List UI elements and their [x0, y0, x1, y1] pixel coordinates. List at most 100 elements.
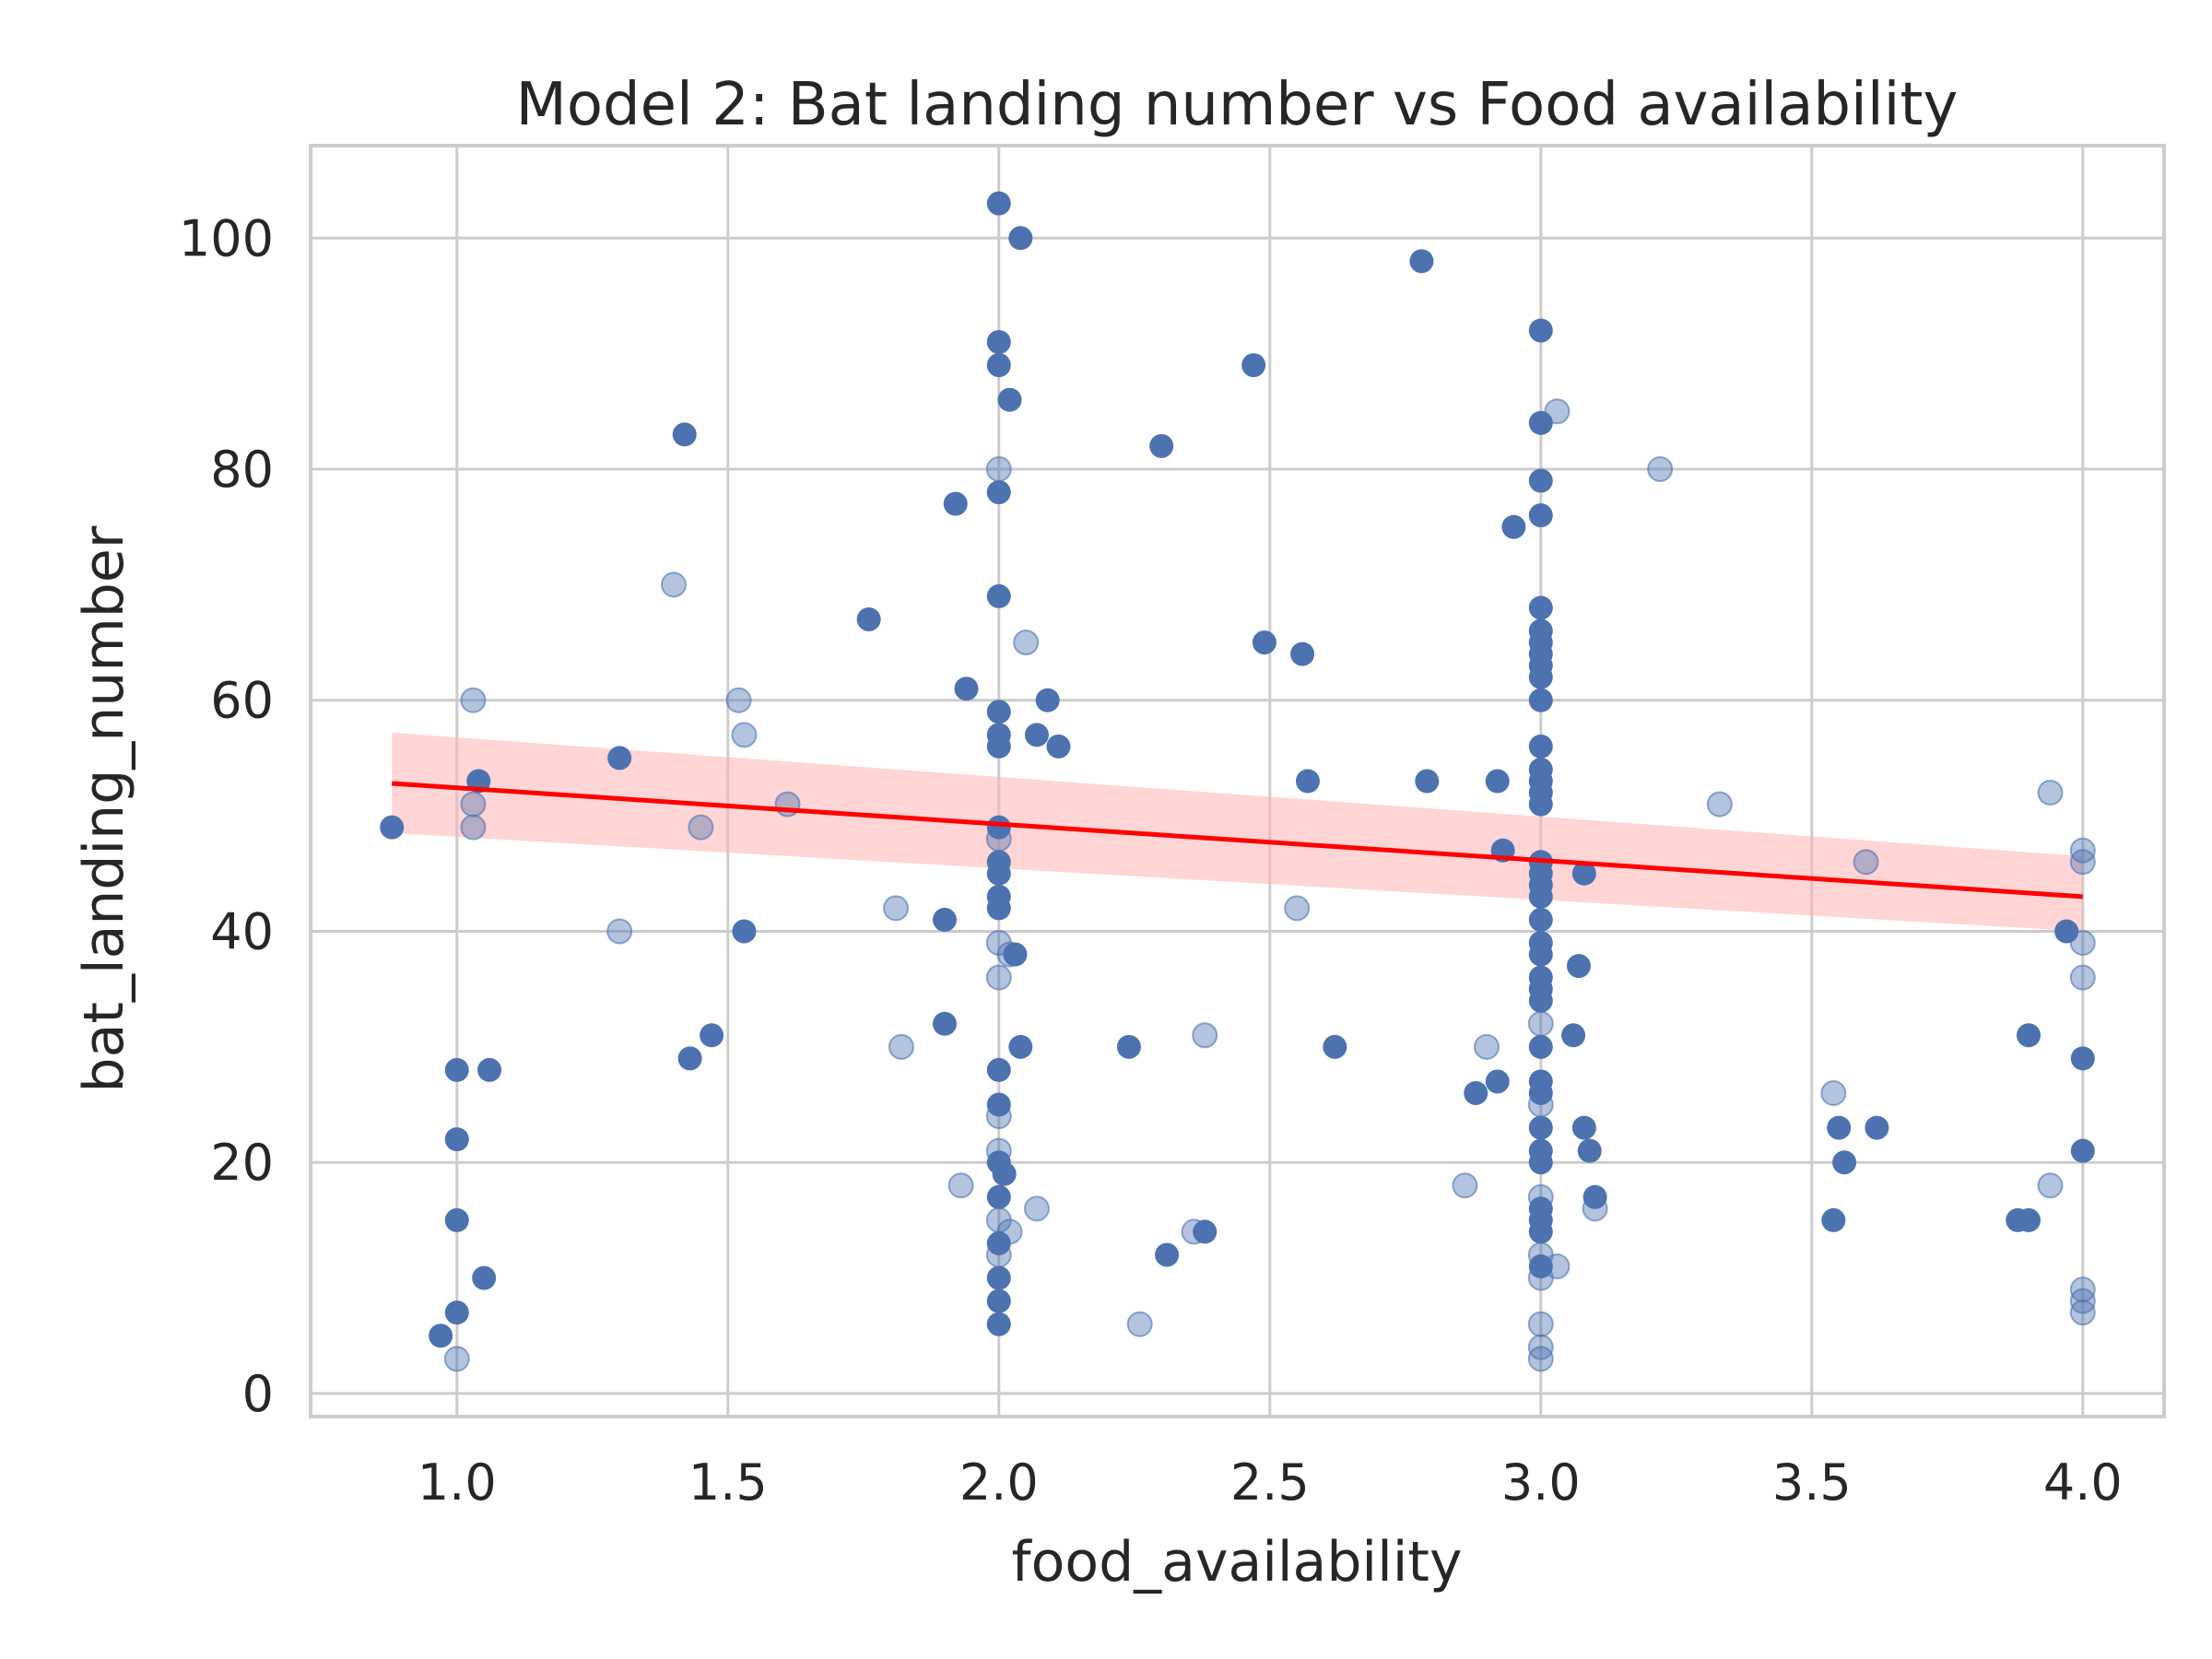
- point-solid-86: [1528, 942, 1553, 967]
- point-faded-8: [731, 722, 758, 748]
- point-solid-16: [954, 677, 979, 701]
- point-faded-49: [2069, 849, 2096, 876]
- point-solid-5: [429, 1324, 453, 1348]
- point-faded-11: [888, 1033, 914, 1060]
- point-solid-50: [1155, 1242, 1180, 1267]
- point-solid-47: [1008, 1034, 1033, 1059]
- point-solid-2: [444, 1127, 469, 1152]
- x-tick-label-5: 3.5: [1772, 1453, 1852, 1512]
- point-solid-22: [986, 353, 1011, 378]
- point-solid-74: [1528, 688, 1553, 712]
- point-solid-57: [1409, 249, 1434, 274]
- point-solid-48: [1116, 1034, 1141, 1059]
- point-faded-12: [947, 1172, 974, 1199]
- point-solid-44: [1035, 688, 1060, 712]
- point-faded-44: [1820, 1079, 1847, 1106]
- point-solid-34: [1003, 942, 1028, 967]
- point-solid-49: [1149, 433, 1174, 458]
- point-faded-23: [1013, 629, 1040, 656]
- point-solid-65: [1528, 410, 1553, 435]
- point-solid-41: [986, 1265, 1011, 1290]
- point-solid-11: [700, 1023, 724, 1048]
- point-solid-45: [1024, 723, 1049, 747]
- point-solid-105: [1583, 1184, 1607, 1209]
- point-solid-51: [1193, 1219, 1218, 1244]
- point-solid-84: [1528, 907, 1553, 932]
- point-faded-36: [1527, 1311, 1554, 1337]
- point-solid-67: [1528, 503, 1553, 528]
- confidence-band: [392, 732, 2083, 932]
- point-faded-1: [460, 687, 487, 713]
- point-faded-4: [606, 918, 633, 945]
- point-solid-100: [1561, 1023, 1586, 1048]
- point-solid-15: [943, 491, 968, 516]
- point-solid-109: [1865, 1115, 1889, 1140]
- point-solid-61: [1485, 769, 1510, 794]
- point-faded-0: [443, 1346, 470, 1372]
- point-faded-51: [2069, 964, 2096, 991]
- point-solid-90: [1528, 1034, 1553, 1059]
- point-faded-27: [1192, 1022, 1218, 1049]
- point-solid-112: [2016, 1023, 2041, 1048]
- chart-title: Model 2: Bat landing number vs Food avai…: [516, 71, 1959, 139]
- point-solid-39: [986, 1184, 1011, 1209]
- x-tick-label-3: 2.5: [1230, 1453, 1310, 1512]
- point-solid-38: [992, 1161, 1017, 1186]
- point-solid-10: [677, 1046, 702, 1071]
- point-solid-66: [1528, 468, 1553, 493]
- point-faded-38: [1527, 1346, 1554, 1372]
- point-faded-30: [1473, 1033, 1500, 1060]
- point-faded-43: [1706, 791, 1733, 818]
- point-faded-45: [1853, 849, 1879, 876]
- point-solid-58: [1415, 769, 1440, 794]
- point-solid-79: [1528, 792, 1553, 817]
- point-solid-19: [986, 191, 1011, 216]
- point-solid-7: [477, 1057, 502, 1082]
- point-solid-24: [986, 480, 1011, 505]
- point-faded-46: [2037, 780, 2064, 806]
- y-tick-labels: 0 20 40 60 80 100: [179, 209, 274, 1423]
- point-solid-55: [1295, 769, 1320, 794]
- x-tick-label-2: 2.0: [959, 1453, 1039, 1512]
- x-axis-label: food_availability: [1012, 1530, 1463, 1594]
- point-faded-24: [1023, 1195, 1050, 1222]
- point-solid-14: [856, 606, 881, 631]
- point-solid-46: [1046, 734, 1071, 759]
- point-faded-7: [725, 687, 752, 713]
- point-solid-95: [1528, 1150, 1553, 1175]
- x-tick-label-0: 1.0: [418, 1453, 497, 1512]
- point-faded-2: [460, 791, 487, 818]
- point-solid-68: [1528, 595, 1553, 620]
- point-solid-93: [1528, 1115, 1553, 1140]
- point-solid-13: [607, 746, 632, 771]
- regression-line: [392, 781, 2083, 900]
- point-solid-52: [1241, 353, 1266, 378]
- point-solid-60: [1485, 1069, 1510, 1094]
- point-solid-106: [1821, 1207, 1846, 1232]
- point-solid-64: [1528, 318, 1553, 343]
- point-solid-33: [986, 896, 1011, 921]
- plot-frame: [309, 144, 2166, 1418]
- y-tick-label-4: 80: [210, 441, 274, 499]
- point-solid-83: [1528, 884, 1553, 909]
- point-solid-59: [1464, 1080, 1488, 1105]
- point-solid-35: [986, 1057, 1011, 1082]
- point-solid-111: [2016, 1207, 2041, 1232]
- x-tick-label-6: 4.0: [2043, 1453, 2123, 1512]
- solid-points: [380, 191, 2095, 1348]
- point-solid-20: [1008, 226, 1033, 251]
- point-solid-36: [986, 1092, 1011, 1117]
- point-solid-115: [2070, 1138, 2095, 1163]
- point-faded-42: [1647, 456, 1674, 483]
- point-solid-63: [1501, 514, 1526, 539]
- point-solid-89: [1528, 988, 1553, 1013]
- point-solid-9: [672, 422, 697, 447]
- point-faded-31: [1527, 1010, 1554, 1037]
- point-solid-25: [986, 583, 1011, 608]
- y-tick-label-2: 40: [210, 902, 274, 960]
- point-faded-54: [2069, 1300, 2096, 1326]
- point-faded-28: [1284, 895, 1311, 922]
- point-solid-8: [472, 1265, 497, 1290]
- point-solid-108: [1832, 1150, 1857, 1175]
